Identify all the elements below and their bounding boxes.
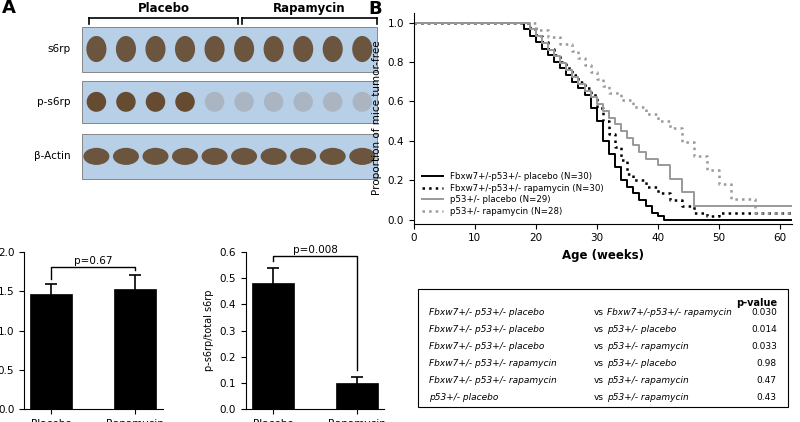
Ellipse shape (353, 92, 372, 112)
Ellipse shape (205, 92, 224, 112)
Ellipse shape (234, 92, 254, 112)
Text: 0.030: 0.030 (751, 308, 777, 317)
Text: p=0.008: p=0.008 (293, 245, 338, 254)
Text: vs: vs (594, 308, 604, 317)
Text: p53+/- placebo: p53+/- placebo (606, 325, 676, 334)
Ellipse shape (293, 36, 314, 62)
Ellipse shape (202, 148, 227, 165)
Ellipse shape (231, 148, 257, 165)
Text: Fbxw7+/-p53+/- rapamycin: Fbxw7+/-p53+/- rapamycin (606, 308, 731, 317)
Text: p=0.67: p=0.67 (74, 256, 113, 266)
Text: 0.98: 0.98 (757, 359, 777, 368)
Text: vs: vs (594, 392, 604, 402)
Ellipse shape (290, 148, 316, 165)
Text: vs: vs (594, 325, 604, 334)
Text: Rapamycin: Rapamycin (274, 2, 346, 15)
Text: 0.014: 0.014 (751, 325, 777, 334)
Y-axis label: p-s6rp/total s6rp: p-s6rp/total s6rp (204, 290, 214, 371)
Text: β-Actin: β-Actin (34, 151, 71, 161)
Text: s6rp: s6rp (48, 44, 71, 54)
Ellipse shape (172, 148, 198, 165)
Ellipse shape (86, 92, 106, 112)
Text: vs: vs (594, 359, 604, 368)
Ellipse shape (175, 36, 195, 62)
Ellipse shape (86, 36, 106, 62)
Text: Fbxw7+/- p53+/- rapamycin: Fbxw7+/- p53+/- rapamycin (429, 359, 557, 368)
X-axis label: Age (weeks): Age (weeks) (562, 249, 644, 262)
Bar (30, 294, 72, 409)
Text: 0.47: 0.47 (757, 376, 777, 385)
Ellipse shape (264, 92, 283, 112)
Bar (114, 289, 156, 409)
Ellipse shape (320, 148, 346, 165)
Legend: Fbxw7+/-p53+/- placebo (N=30), Fbxw7+/-p53+/- rapamycin (N=30), p53+/- placebo (: Fbxw7+/-p53+/- placebo (N=30), Fbxw7+/-p… (418, 169, 607, 219)
Text: vs: vs (594, 342, 604, 351)
Text: 0.43: 0.43 (757, 392, 777, 402)
Ellipse shape (83, 148, 110, 165)
Text: B: B (368, 0, 382, 18)
Text: Fbxw7+/- p53+/- placebo: Fbxw7+/- p53+/- placebo (429, 325, 544, 334)
Text: p-s6rp: p-s6rp (38, 97, 71, 107)
Text: p53+/- placebo: p53+/- placebo (606, 359, 676, 368)
Ellipse shape (350, 148, 375, 165)
Ellipse shape (116, 92, 136, 112)
Text: A: A (2, 0, 16, 17)
Text: p53+/- rapamycin: p53+/- rapamycin (606, 342, 689, 351)
Text: p53+/- rapamycin: p53+/- rapamycin (606, 392, 689, 402)
Ellipse shape (261, 148, 286, 165)
Ellipse shape (175, 92, 194, 112)
Ellipse shape (142, 148, 169, 165)
Text: p53+/- placebo: p53+/- placebo (429, 392, 498, 402)
Ellipse shape (234, 36, 254, 62)
Bar (82, 27, 377, 72)
Text: Fbxw7+/- p53+/- placebo: Fbxw7+/- p53+/- placebo (429, 342, 544, 351)
Text: 0.033: 0.033 (751, 342, 777, 351)
Bar (336, 383, 378, 409)
Ellipse shape (205, 36, 225, 62)
Text: p-value: p-value (736, 298, 777, 308)
Text: Fbxw7+/- p53+/- rapamycin: Fbxw7+/- p53+/- rapamycin (429, 376, 557, 385)
Text: Placebo: Placebo (138, 2, 190, 15)
Y-axis label: Proportion of mice tumor-free: Proportion of mice tumor-free (372, 41, 382, 195)
Text: vs: vs (594, 376, 604, 385)
Bar (82, 134, 377, 179)
Text: Fbxw7+/- p53+/- placebo: Fbxw7+/- p53+/- placebo (429, 308, 544, 317)
Ellipse shape (294, 92, 313, 112)
Bar (82, 81, 377, 123)
Bar (252, 284, 294, 409)
Ellipse shape (146, 92, 166, 112)
Ellipse shape (323, 92, 342, 112)
Ellipse shape (263, 36, 284, 62)
Ellipse shape (146, 36, 166, 62)
Text: p53+/- rapamycin: p53+/- rapamycin (606, 376, 689, 385)
Ellipse shape (322, 36, 342, 62)
Ellipse shape (113, 148, 139, 165)
Ellipse shape (352, 36, 372, 62)
Ellipse shape (116, 36, 136, 62)
